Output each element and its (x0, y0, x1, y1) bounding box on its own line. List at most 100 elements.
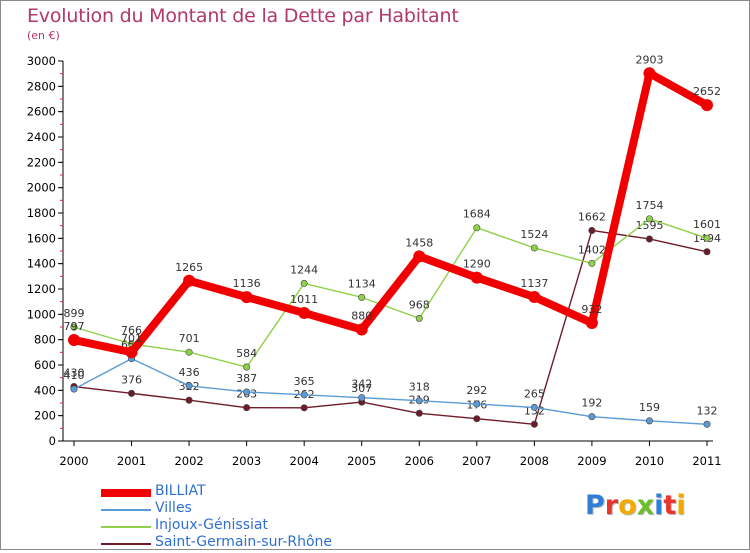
series-line-injoux-g-nissiat (73, 218, 708, 368)
data-label-injoux-g-nissiat: 968 (409, 298, 430, 311)
logo-letter: o (618, 490, 637, 521)
data-point-billiat (355, 323, 368, 336)
y-tick-label: 800 (34, 333, 56, 347)
data-label-billiat: 2652 (693, 85, 721, 98)
data-point-villes (588, 413, 596, 421)
data-label-injoux-g-nissiat: 766 (121, 324, 142, 337)
logo-letter: r (604, 490, 619, 521)
y-tick-label: 1800 (27, 206, 56, 220)
y-tick-label: 2600 (27, 105, 56, 119)
data-point-saint-germain-sur-rh-ne (185, 396, 193, 404)
y-tick-label: 3000 (27, 54, 56, 68)
data-label-injoux-g-nissiat: 1684 (463, 208, 491, 221)
logo-letter: P (585, 490, 605, 521)
x-tick-label: 2011 (692, 454, 721, 468)
y-tick-label: 1400 (27, 257, 56, 271)
data-label-billiat: 932 (581, 303, 602, 316)
data-label-saint-germain-sur-rh-ne: 430 (64, 367, 85, 380)
legend-item: Villes (101, 500, 431, 519)
data-label-villes: 132 (697, 404, 718, 417)
data-point-villes (243, 388, 251, 396)
data-point-villes (415, 397, 423, 405)
x-tick-label: 2001 (117, 454, 146, 468)
data-point-injoux-g-nissiat (645, 215, 653, 223)
chart-title: Evolution du Montant de la Dette par Hab… (27, 5, 459, 27)
data-point-villes (358, 394, 366, 402)
data-label-injoux-g-nissiat: 1754 (635, 199, 663, 212)
data-point-billiat (528, 290, 541, 303)
logo-letter: t (663, 490, 677, 521)
chart-subtitle: (en €) (27, 29, 60, 42)
x-tick-label: 2003 (232, 454, 261, 468)
data-point-saint-germain-sur-rh-ne (243, 404, 251, 412)
data-label-injoux-g-nissiat: 584 (236, 347, 257, 360)
data-label-billiat: 1136 (233, 277, 261, 290)
data-point-injoux-g-nissiat (473, 224, 481, 232)
data-label-injoux-g-nissiat: 1601 (693, 218, 721, 231)
data-label-villes: 192 (581, 397, 602, 410)
data-point-saint-germain-sur-rh-ne (415, 409, 423, 417)
data-label-villes: 342 (351, 378, 372, 391)
data-point-billiat (643, 67, 656, 80)
data-label-saint-germain-sur-rh-ne: 376 (121, 373, 142, 386)
data-label-villes: 365 (294, 375, 315, 388)
data-point-saint-germain-sur-rh-ne (300, 404, 308, 412)
data-point-billiat (470, 271, 483, 284)
data-label-saint-germain-sur-rh-ne: 307 (351, 382, 372, 395)
data-label-billiat: 1011 (290, 293, 318, 306)
legend-swatch (101, 509, 151, 511)
data-point-billiat (240, 291, 253, 304)
data-point-villes (185, 382, 193, 390)
proxiti-logo: Proxiti (585, 490, 686, 521)
data-point-villes (70, 385, 78, 393)
x-tick-label: 2008 (520, 454, 549, 468)
legend-label: BILLIAT (155, 483, 206, 499)
data-point-billiat (298, 306, 311, 319)
data-point-injoux-g-nissiat (415, 314, 423, 322)
data-point-billiat (183, 274, 196, 287)
data-point-billiat (585, 316, 598, 329)
y-tick-label: 2200 (27, 155, 56, 169)
logo-letter: i (654, 490, 664, 521)
data-point-injoux-g-nissiat (70, 323, 78, 331)
y-tick-label: 0 (49, 434, 56, 448)
data-point-villes (703, 420, 711, 428)
legend-swatch (101, 489, 151, 497)
data-point-injoux-g-nissiat (358, 293, 366, 301)
y-tick-label: 2400 (27, 130, 56, 144)
data-label-billiat: 797 (64, 320, 85, 333)
logo-letter: i (676, 490, 686, 521)
data-label-injoux-g-nissiat: 1244 (290, 263, 318, 276)
data-point-injoux-g-nissiat (243, 363, 251, 371)
data-point-injoux-g-nissiat (530, 244, 538, 252)
x-tick-label: 2002 (174, 454, 203, 468)
series-line-villes (73, 357, 708, 425)
data-point-villes (530, 403, 538, 411)
data-point-billiat (125, 346, 138, 359)
data-point-injoux-g-nissiat (300, 279, 308, 287)
x-tick-label: 2005 (347, 454, 376, 468)
data-label-injoux-g-nissiat: 899 (64, 307, 85, 320)
data-label-billiat: 1265 (175, 261, 203, 274)
data-point-injoux-g-nissiat (703, 234, 711, 242)
logo-letter: x (636, 490, 655, 521)
legend-item: Saint-Germain-sur-Rhône (101, 534, 431, 553)
data-point-saint-germain-sur-rh-ne (530, 420, 538, 428)
data-label-villes: 292 (466, 384, 487, 397)
data-label-villes: 410 (64, 369, 85, 382)
data-label-billiat: 1137 (520, 277, 548, 290)
legend-label: Injoux-Génissiat (155, 517, 268, 533)
data-point-injoux-g-nissiat (185, 348, 193, 356)
y-tick-label: 1600 (27, 231, 56, 245)
data-point-billiat (413, 250, 426, 263)
data-point-villes (645, 417, 653, 425)
data-label-injoux-g-nissiat: 1524 (520, 228, 548, 241)
series-line-billiat (70, 69, 711, 357)
series-line-saint-germain-sur-rh-ne (73, 229, 708, 425)
data-point-saint-germain-sur-rh-ne (703, 248, 711, 256)
data-label-villes: 159 (639, 401, 660, 414)
y-tick-label: 1200 (27, 282, 56, 296)
legend-label: Villes (155, 500, 192, 516)
